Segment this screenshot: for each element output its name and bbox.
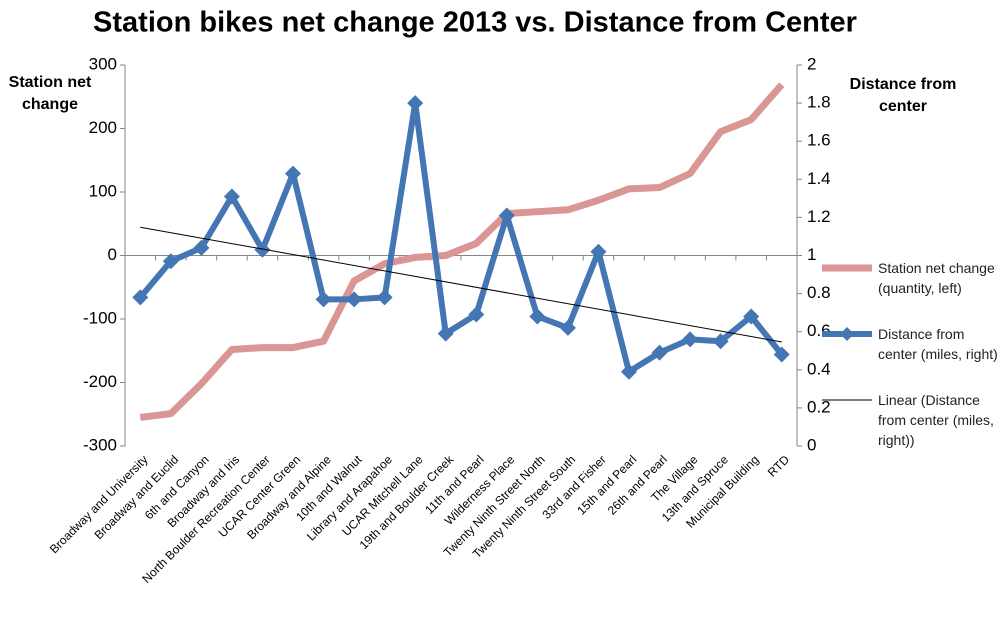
data-point (376, 289, 393, 306)
y-tick-label: 0 (108, 245, 117, 264)
y2-tick-label: 1 (807, 245, 816, 264)
data-point (162, 253, 179, 270)
data-point (529, 308, 546, 325)
y-axis-label: Station net change (8, 74, 92, 113)
data-point (346, 291, 363, 308)
y-tick-label: -200 (83, 372, 117, 391)
data-point (621, 363, 637, 380)
data-point (193, 239, 210, 256)
data-point (651, 344, 668, 361)
data-point (468, 306, 485, 323)
trendline (140, 226, 782, 343)
data-point (132, 289, 149, 306)
legend-label: Station net change (quantity, left) (878, 260, 995, 296)
series-line (137, 100, 785, 375)
data-point (773, 346, 790, 363)
data-point (407, 95, 424, 112)
legend-label: Distance from center (miles, right) (878, 326, 998, 362)
y-tick-label: 200 (89, 118, 117, 137)
legend-symbol (840, 327, 854, 341)
y2-tick-label: 1.6 (807, 131, 831, 150)
x-tick-label: RTD (765, 452, 792, 479)
y2-tick-label: 0.6 (807, 321, 831, 340)
y2-tick-label: 0.8 (807, 283, 831, 302)
y2-tick-label: 1.8 (807, 93, 831, 112)
y2-tick-label: 0.4 (807, 359, 831, 378)
y2-tick-label: 1.2 (807, 207, 831, 226)
y2-tick-label: 0 (807, 435, 816, 454)
y-tick-label: 300 (89, 54, 117, 73)
legend-label: Linear (Distance from center (miles, rig… (878, 392, 994, 448)
chart-title: Station bikes net change 2013 vs. Distan… (93, 7, 857, 39)
y2-axis-label: Distance from center (849, 76, 957, 115)
data-point (315, 291, 332, 308)
y-tick-label: -300 (83, 435, 117, 454)
series-line (139, 82, 785, 421)
data-point (682, 331, 699, 348)
data-point (498, 207, 515, 224)
y-tick-label: 100 (89, 181, 117, 200)
y2-tick-label: 0.2 (807, 397, 831, 416)
y-tick-label: -100 (83, 308, 117, 327)
data-point (743, 308, 760, 325)
data-point (559, 319, 576, 336)
data-point (590, 243, 607, 260)
y2-tick-label: 2 (807, 54, 816, 73)
data-point (712, 333, 729, 350)
data-point (254, 241, 271, 258)
data-point (285, 165, 301, 182)
data-point (437, 325, 454, 342)
y2-tick-label: 1.4 (807, 169, 831, 188)
data-point (223, 188, 240, 205)
